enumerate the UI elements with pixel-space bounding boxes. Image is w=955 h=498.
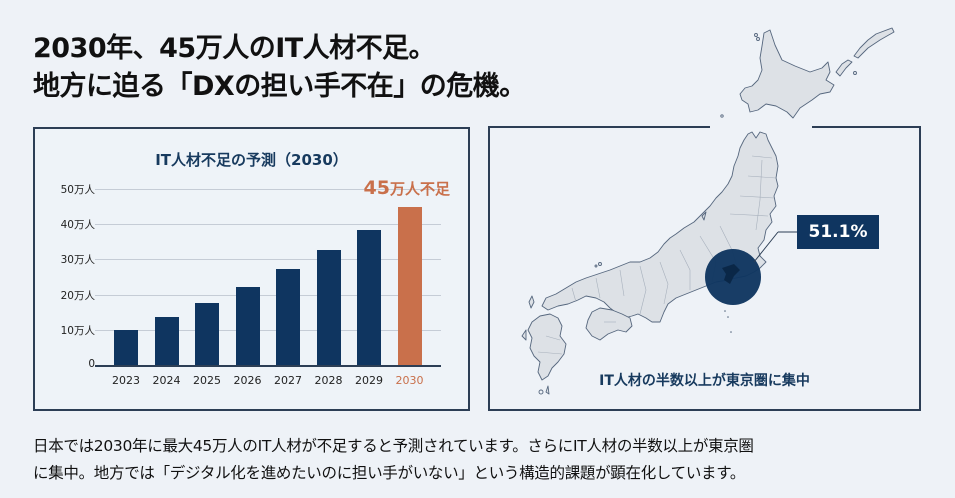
bar-2023 <box>114 329 138 365</box>
body-line-1: 日本では2030年に最大45万人のIT人材が不足すると予測されています。さらにI… <box>33 437 754 455</box>
gridline <box>95 329 441 331</box>
body-paragraph: 日本では2030年に最大45万人のIT人材が不足すると予測されています。さらにI… <box>33 433 933 487</box>
kyushu-region <box>527 313 567 381</box>
shikoku-region <box>585 307 633 341</box>
x-axis-tick-label: 2028 <box>314 374 343 387</box>
y-axis-tick-label: 50万人 <box>60 184 95 196</box>
headline-line-2: 地方に迫る「DXの担い手不在」の危機。 <box>33 71 526 102</box>
gridline <box>95 189 441 190</box>
headline: 2030年、45万人のIT人材不足。 地方に迫る「DXの担い手不在」の危機。 <box>33 30 526 106</box>
map-panel-top-border-right <box>812 126 921 128</box>
bar-chart-plot: 0 10万人 20万人 30万人 40万人 50万人 2023 2024 2025 2026 202… <box>35 129 468 409</box>
x-axis-tick-label: 2023 <box>112 374 140 387</box>
bar-2028 <box>316 249 341 365</box>
x-axis-tick-label: 2026 <box>233 374 262 387</box>
bar-2030 <box>397 206 422 365</box>
chart-panel: IT人材不足の予測（2030） 0 10万人 20万人 30万人 40万人 50万人 202… <box>33 127 470 411</box>
bar-2029 <box>357 229 381 365</box>
shortage-annotation: 45万人不足 <box>363 176 450 199</box>
bar-2024 <box>154 317 179 365</box>
hokkaido-region <box>739 29 835 119</box>
headline-line-1: 2030年、45万人のIT人材不足。 <box>33 33 436 64</box>
x-axis-tick-label: 2024 <box>152 374 181 387</box>
y-axis-tick-label: 40万人 <box>60 219 95 232</box>
y-axis-tick-label: 0 <box>88 358 95 370</box>
callout-percentage: 51.1% <box>797 215 879 249</box>
gridline <box>95 294 441 296</box>
gridline <box>95 259 441 261</box>
body-line-2: に集中。地方では「デジタル化を進めたいのに担い手がいない」という構造的課題が顕在… <box>33 464 746 482</box>
y-axis-tick-label: 10万人 <box>60 324 95 337</box>
x-axis-tick-label: 2025 <box>193 374 221 387</box>
gridline <box>95 224 441 226</box>
bar-2025 <box>195 303 219 365</box>
x-axis-tick-label: 2030 <box>395 374 424 387</box>
callout-leader-line <box>753 231 779 263</box>
x-axis-tick-label: 2029 <box>355 374 383 387</box>
map-caption: IT人材の半数以上が東京圏に集中 <box>599 373 810 389</box>
tokyo-shape-icon <box>722 264 740 284</box>
x-axis-tick-label: 2027 <box>274 374 302 387</box>
y-axis-tick-label: 20万人 <box>60 289 95 302</box>
map-panel-top-border-left <box>488 126 710 128</box>
y-axis-tick-label: 30万人 <box>60 254 95 267</box>
bar-2026 <box>235 286 260 365</box>
chart-title: IT人材不足の予測（2030） <box>155 151 348 169</box>
x-axis-line <box>95 365 441 367</box>
bar-2027 <box>276 269 300 365</box>
map-panel <box>488 127 921 411</box>
